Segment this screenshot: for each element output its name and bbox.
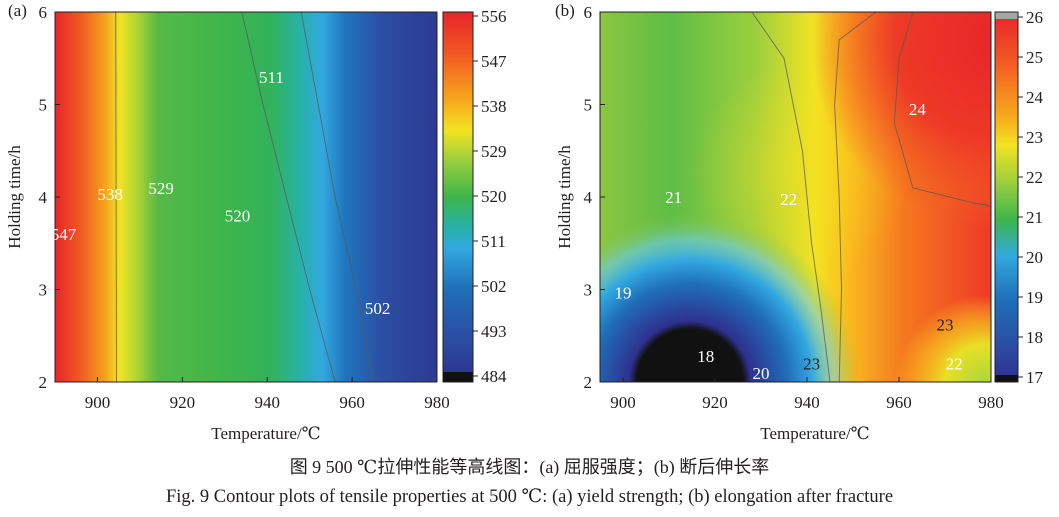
panel-a-heatmap [55, 12, 437, 382]
panel-b-contour-line-24 [893, 12, 991, 207]
panel-b-contour-line-23 [834, 12, 877, 382]
panel-b-letter: (b) [555, 1, 575, 20]
panel-b-x-tick-label: 980 [978, 393, 1004, 412]
figure-caption-english: Fig. 9 Contour plots of tensile properti… [165, 487, 894, 507]
panel-b-y-title: Holding time/h [555, 145, 574, 249]
panel-a-colorbar-tick-label: 547 [481, 52, 507, 71]
panel-a-contour-label: 520 [225, 207, 251, 226]
panel-a-contour-label: 502 [365, 299, 391, 318]
panel-a-y-title: Holding time/h [5, 145, 24, 249]
panel-a-x-tick-label: 940 [254, 393, 280, 412]
panel-a-contour-line-511 [241, 11, 336, 383]
panel-b-y-tick-label: 6 [584, 3, 593, 22]
panel-b-y-tick-label: 2 [584, 373, 593, 392]
panel-a-contour-line-502 [300, 11, 374, 383]
panel-b-contour-label: 22 [946, 355, 963, 374]
panel-b-colorbar-tick-label: 21 [1026, 208, 1043, 227]
panel-a-colorbar-tick-label: 556 [481, 7, 507, 26]
panel-a-contour-label: 547 [51, 225, 77, 244]
panel-a-y-tick-label: 6 [39, 3, 48, 22]
panel-a-contour-label: 538 [97, 185, 123, 204]
panel-a-x-tick-label: 980 [424, 393, 450, 412]
panel-a-y-tick-label: 3 [39, 281, 48, 300]
panel-b-heatmap [600, 12, 991, 382]
panel-b-colorbar-tick-label: 26 [1026, 8, 1043, 27]
panel-b-contour-label: 23 [937, 316, 954, 335]
panel-a-x-tick-label: 900 [85, 393, 111, 412]
panel-b-colorbar-tick-label: 23 [1026, 128, 1043, 147]
panel-b-contour-label: 21 [665, 188, 682, 207]
panel-b-colorbar-tick-label: 20 [1026, 248, 1043, 267]
panel-b-colorbar-tick-label: 19 [1026, 288, 1043, 307]
panel-a-colorbar-tick-label: 520 [481, 187, 507, 206]
panel-a-x-tick-label: 920 [170, 393, 196, 412]
panel-a-x-title: Temperature/℃ [211, 424, 320, 443]
panel-a-contour-line-538 [115, 11, 117, 383]
figure-caption-chinese: 图 9 500 ℃拉伸性能等高线图：(a) 屈服强度；(b) 断后伸长率 [289, 457, 770, 477]
panel-b-contour-label: 24 [909, 100, 927, 119]
panel-b-colorbar-tick-label: 22 [1026, 168, 1043, 187]
panel-b-x-tick-label: 940 [794, 393, 820, 412]
panel-b-contour-label: 19 [615, 283, 632, 302]
panel-b-colorbar-tick-label: 24 [1026, 88, 1044, 107]
panel-b-x-tick-label: 900 [610, 393, 636, 412]
panel-a-colorbar-tick-label: 493 [481, 322, 507, 341]
panel-b-x-tick-label: 960 [886, 393, 912, 412]
panel-a-colorbar [443, 12, 473, 382]
panel-b-contour-line-22 [751, 12, 831, 382]
panel-b-contour-label: 20 [753, 364, 770, 383]
panel-a-y-tick-label: 4 [39, 188, 48, 207]
panel-b-contour-label: 22 [780, 190, 797, 209]
panel-b-contour-label: 23 [803, 355, 820, 374]
panel-b-colorbar-tick-label: 18 [1026, 328, 1043, 347]
panel-b-colorbar [995, 12, 1018, 382]
panel-b-y-tick-label: 4 [584, 188, 593, 207]
panel-b-y-tick-label: 3 [584, 281, 593, 300]
panel-a-x-tick-label: 960 [339, 393, 365, 412]
panel-a-colorbar-tick-label: 538 [481, 97, 507, 116]
panel-a-colorbar-tick-label: 502 [481, 277, 507, 296]
panel-a-letter: (a) [8, 1, 27, 20]
panel-a-colorbar-tick-label: 511 [481, 232, 506, 251]
panel-a-colorbar-tick-label: 529 [481, 142, 507, 161]
panel-a-colorbar-tick-label: 484 [481, 367, 507, 386]
panel-a-y-tick-label: 2 [39, 373, 48, 392]
panel-b-y-tick-label: 5 [584, 96, 593, 115]
panel-a-contour-label: 511 [259, 68, 284, 87]
panel-b-colorbar-tick-label: 25 [1026, 48, 1043, 67]
panel-b-contour-label: 18 [697, 347, 714, 366]
panel-a-y-tick-label: 5 [39, 96, 48, 115]
panel-b-x-title: Temperature/℃ [760, 424, 869, 443]
panel-b-colorbar-tick-label: 17 [1026, 368, 1044, 387]
panel-a-contour-label: 529 [148, 179, 174, 198]
panel-b-x-tick-label: 920 [702, 393, 728, 412]
